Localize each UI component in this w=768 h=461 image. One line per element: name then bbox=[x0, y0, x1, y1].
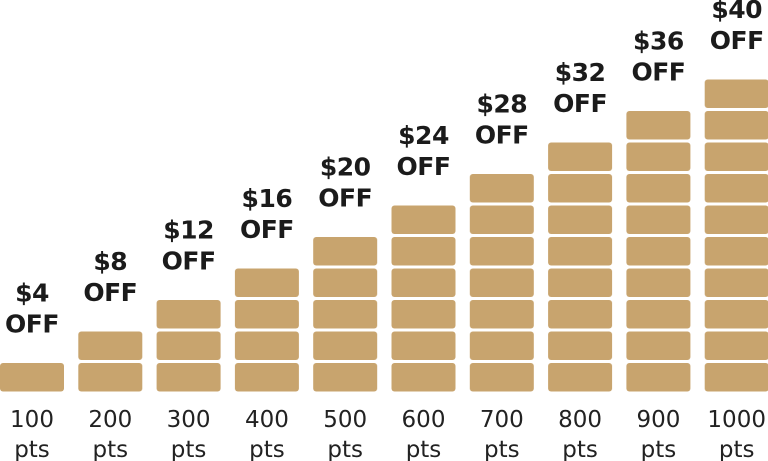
value-label: $28 OFF bbox=[475, 90, 529, 150]
x-tick-label: 500 pts bbox=[323, 407, 367, 461]
bar bbox=[391, 204, 456, 393]
bar bbox=[704, 78, 768, 393]
value-label: $8 OFF bbox=[83, 247, 137, 307]
x-tick-label: 300 pts bbox=[167, 407, 211, 461]
value-label: $4 OFF bbox=[5, 279, 59, 339]
x-tick-label: 200 pts bbox=[88, 407, 132, 461]
value-label: $16 OFF bbox=[240, 184, 294, 244]
x-tick-label: 600 pts bbox=[402, 407, 446, 461]
x-tick-label: 1000 pts bbox=[707, 407, 766, 461]
x-tick-label: 100 pts bbox=[10, 407, 54, 461]
value-label: $32 OFF bbox=[553, 58, 607, 118]
bar bbox=[626, 109, 691, 393]
value-label: $12 OFF bbox=[162, 216, 216, 276]
bar bbox=[234, 267, 299, 393]
x-tick-label: 700 pts bbox=[480, 407, 524, 461]
bar bbox=[548, 141, 613, 393]
value-label: $20 OFF bbox=[318, 153, 372, 213]
value-label: $36 OFF bbox=[631, 27, 685, 87]
x-tick-label: 400 pts bbox=[245, 407, 289, 461]
value-label: $40 OFF bbox=[710, 0, 764, 55]
bar bbox=[156, 298, 221, 393]
value-label: $24 OFF bbox=[397, 121, 451, 181]
bar bbox=[469, 172, 534, 393]
x-tick-label: 800 pts bbox=[558, 407, 602, 461]
bar bbox=[78, 330, 143, 393]
x-tick-label: 900 pts bbox=[636, 407, 680, 461]
bar bbox=[313, 235, 378, 393]
bar bbox=[0, 361, 64, 393]
